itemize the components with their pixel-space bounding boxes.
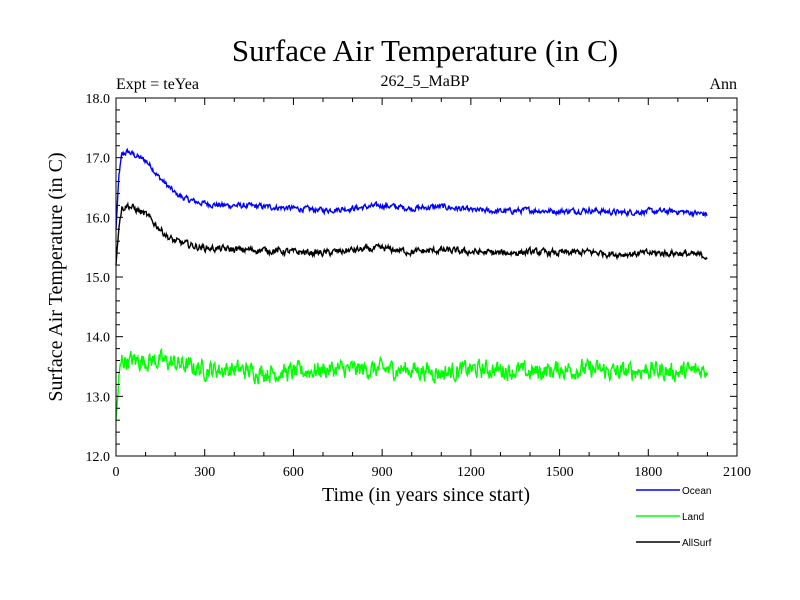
- x-tick-label: 900: [372, 465, 393, 480]
- y-tick-label: 17.0: [86, 152, 111, 167]
- legend-label-ocean: Ocean: [682, 486, 711, 497]
- series-line-ocean: [115, 147, 708, 230]
- x-tick-label: 1200: [457, 465, 485, 480]
- plot-frame: [115, 97, 738, 457]
- x-tick-label: 2100: [723, 465, 751, 480]
- experiment-label: Expt = teYea: [116, 76, 199, 93]
- series-line-allsurf: [115, 201, 708, 266]
- y-tick-label: 18.0: [86, 92, 111, 107]
- y-tick-label: 16.0: [86, 211, 111, 226]
- x-tick-label: 1800: [634, 465, 662, 480]
- series-line-land: [115, 347, 709, 421]
- legend-label-land: Land: [682, 512, 704, 523]
- x-tick-label: 0: [113, 465, 120, 480]
- legend-label-allsurf: AllSurf: [682, 538, 712, 549]
- legend: Ocean Land AllSurf: [636, 486, 712, 549]
- y-tick-label: 13.0: [86, 390, 111, 405]
- x-axis-label: Time (in years since start): [322, 484, 530, 506]
- season-label: Ann: [709, 76, 737, 93]
- x-tick-label: 300: [194, 465, 215, 480]
- subtitle-center: 262_5_MaBP: [381, 73, 470, 90]
- chart-title: Surface Air Temperature (in C): [232, 33, 618, 68]
- axis-layer: 0 300 600 900 1200 1500 1800 2100 12.0 13.0 14.0 15…: [86, 92, 752, 480]
- x-tick-label: 1500: [546, 465, 574, 480]
- y-tick-label: 12.0: [86, 450, 111, 465]
- x-tick-label: 600: [283, 465, 304, 480]
- y-tick-label: 14.0: [86, 331, 111, 346]
- y-tick-label: 15.0: [86, 271, 111, 286]
- series-layer: [115, 147, 709, 421]
- y-axis-label: Surface Air Temperature (in C): [45, 152, 67, 401]
